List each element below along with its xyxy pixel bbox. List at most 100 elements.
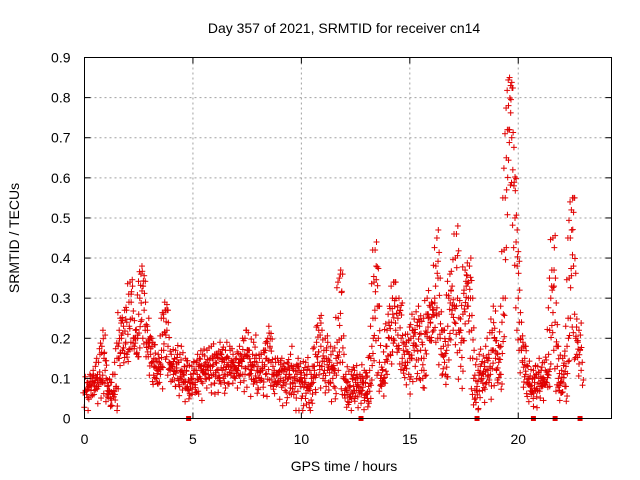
data-points [80,74,587,421]
data-point [203,376,210,383]
data-point [253,359,260,366]
data-point [425,324,432,331]
data-point [418,318,425,325]
data-point [324,361,331,368]
data-point [425,315,432,322]
data-point [222,366,229,373]
data-point [461,308,468,315]
data-point [474,378,481,385]
data-point [418,355,425,362]
data-point [91,391,98,398]
data-point [161,329,168,336]
data-point [372,288,379,295]
data-point [166,334,173,341]
data-point [452,341,459,348]
data-point [452,305,459,312]
data-point [457,316,464,323]
data-point [163,353,170,360]
data-point [236,343,243,350]
data-point [395,342,402,349]
data-point [558,378,565,385]
data-point [171,376,178,383]
data-point [268,348,275,355]
data-point [156,355,163,362]
data-point [220,344,227,351]
data-point [389,305,396,312]
data-point [564,393,571,400]
data-point [513,327,520,334]
data-point [254,390,261,397]
data-point [289,385,296,392]
data-point [510,144,517,151]
data-point [148,360,155,367]
data-point [153,358,160,365]
grid-lines [84,57,612,419]
data-point [129,283,136,290]
data-point [367,395,374,402]
data-point [515,270,522,277]
data-point [295,355,302,362]
data-point [330,362,337,369]
data-point [208,381,215,388]
data-point [492,355,499,362]
data-point [248,367,255,374]
data-point [417,330,424,337]
data-point [220,356,227,363]
data-point [351,395,358,402]
data-point [93,359,100,366]
data-point [258,351,265,358]
data-point [505,126,512,133]
data-point [159,385,166,392]
data-point [317,332,324,339]
data-point [172,370,179,377]
data-point [349,366,356,373]
data-point [554,343,561,350]
data-point [348,407,355,414]
data-point [160,347,167,354]
data-point [378,383,385,390]
data-point [319,327,326,334]
data-point [423,329,430,336]
data-point [153,375,160,382]
data-point [140,340,147,347]
data-point [125,291,132,298]
data-point [406,351,413,358]
data-point [114,403,121,410]
data-point [494,376,501,383]
data-point [508,179,515,186]
data-point [125,358,132,365]
data-point [468,312,475,319]
data-point [278,384,285,391]
data-point [364,403,371,410]
data-point [413,343,420,350]
data-point [100,390,107,397]
chart-title: Day 357 of 2021, SRMTID for receiver cn1… [208,20,481,36]
data-point [429,307,436,314]
data-point [457,363,464,370]
data-point [373,276,380,283]
data-point [448,287,455,294]
data-point [255,386,262,393]
data-point [271,372,278,379]
data-point [80,389,87,396]
data-point [253,352,260,359]
data-point [308,397,315,404]
data-point [408,311,415,318]
data-point [481,363,488,370]
data-point [423,372,430,379]
data-point [494,351,501,358]
data-point [355,404,362,411]
data-point [437,320,444,327]
data-point [104,383,111,390]
data-point [300,384,307,391]
data-point [372,315,379,322]
data-point [574,339,581,346]
data-point [453,264,460,271]
data-point [118,320,125,327]
y-tick-label: 0.6 [51,170,71,186]
data-point [99,379,106,386]
y-tick-label: 0.3 [51,290,71,306]
data-point [141,272,148,279]
data-point [351,398,358,405]
